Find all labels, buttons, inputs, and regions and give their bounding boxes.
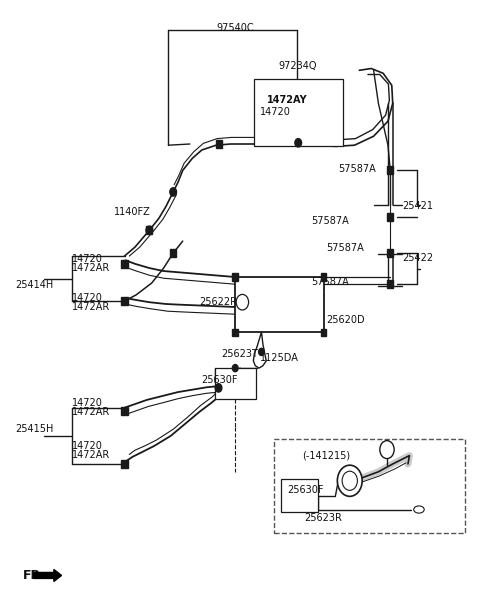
Text: 25414H: 25414H [16,280,54,290]
Text: 25622R: 25622R [199,297,238,307]
Bar [121,297,128,305]
Text: 1472AR: 1472AR [72,302,110,312]
Circle shape [236,294,249,310]
Text: FR.: FR. [23,569,46,582]
Bar [235,277,324,332]
Bar [387,281,394,288]
Text: 57587A: 57587A [312,277,349,287]
Text: 1472AR: 1472AR [72,450,110,460]
Bar [232,329,238,336]
Text: 97234Q: 97234Q [278,61,316,70]
Bar [146,226,153,234]
Text: 25415H: 25415H [16,424,54,433]
Ellipse shape [414,506,424,513]
Text: 1125DA: 1125DA [260,353,299,363]
Bar [387,249,394,257]
Text: 97540C: 97540C [216,23,254,33]
Circle shape [295,138,301,147]
Text: 1472AY: 1472AY [266,95,307,105]
Bar [387,167,394,174]
Circle shape [215,383,222,392]
Bar [215,368,256,399]
Text: 14720: 14720 [72,293,103,303]
Text: 1472AR: 1472AR [72,263,110,273]
Bar [321,273,326,281]
Text: 1472AR: 1472AR [72,407,110,417]
Circle shape [170,188,177,196]
Bar [387,213,394,221]
Bar [321,329,326,336]
Text: 25421: 25421 [402,201,433,211]
Text: 25620D: 25620D [326,315,364,325]
Circle shape [337,465,362,496]
Text: 14720: 14720 [260,107,291,117]
Text: 14720: 14720 [72,398,103,408]
Text: 25422: 25422 [402,253,433,263]
Bar [121,260,128,268]
Bar [170,249,176,256]
Text: 25630F: 25630F [201,375,238,385]
Text: 57587A: 57587A [312,216,349,226]
Text: 57587A: 57587A [326,243,364,253]
Bar [216,140,222,147]
Text: 14720: 14720 [72,441,103,451]
Text: 57587A: 57587A [338,164,375,174]
Bar [281,479,318,512]
Circle shape [259,349,264,356]
Text: 25623T: 25623T [221,349,258,359]
FancyArrow shape [34,569,61,582]
Circle shape [146,226,153,235]
Circle shape [342,471,358,491]
Text: 25623R: 25623R [304,513,342,523]
Bar [232,273,238,281]
Bar [254,79,343,146]
Circle shape [232,365,238,371]
Text: 25630F: 25630F [287,485,323,495]
Circle shape [380,441,394,459]
Text: (-141215): (-141215) [302,450,350,460]
Text: 14720: 14720 [72,254,103,264]
Text: 1140FZ: 1140FZ [114,207,150,217]
Bar [275,439,465,533]
Bar [121,460,128,468]
Bar [121,407,128,415]
